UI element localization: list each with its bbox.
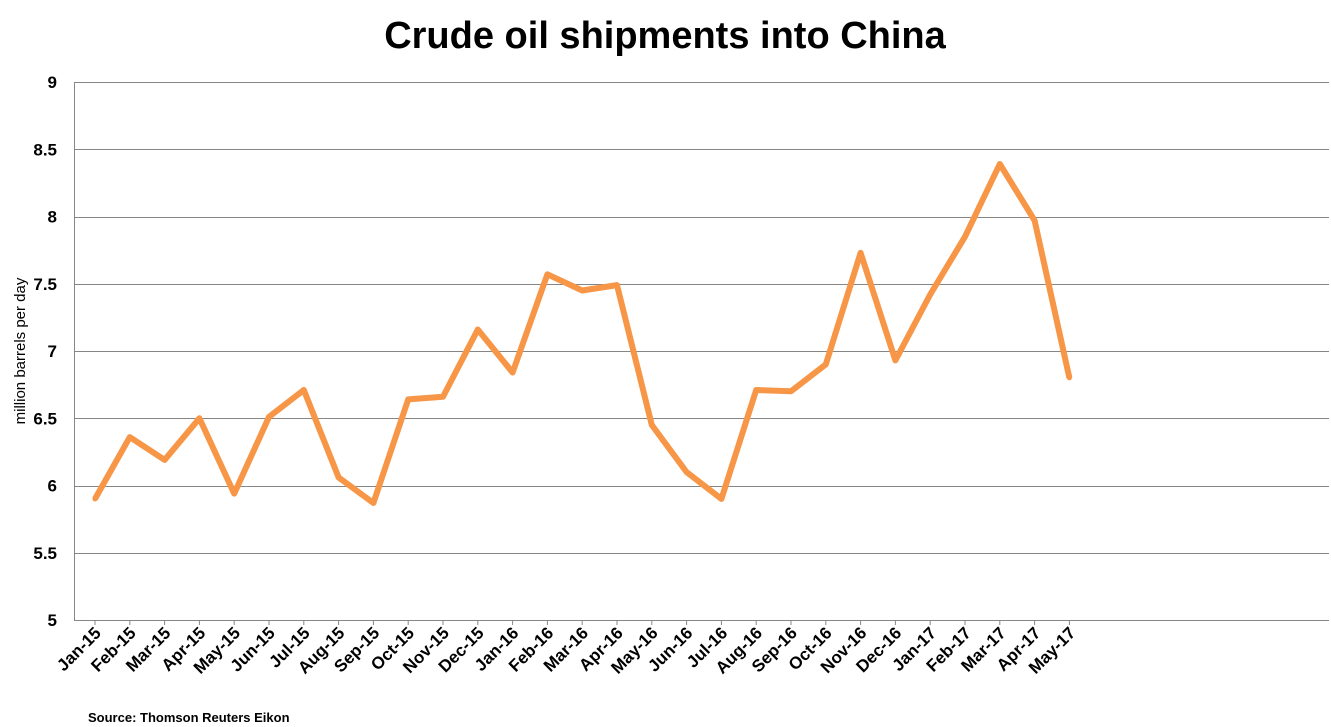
data-point	[196, 415, 202, 421]
source-note: Source: Thomson Reuters Eikon	[88, 710, 290, 725]
y-tick-label: 7.5	[33, 275, 57, 294]
data-point	[997, 161, 1003, 167]
y-tick-label: 8.5	[33, 140, 57, 159]
series-line	[92, 161, 1073, 506]
data-point	[718, 496, 724, 502]
data-point	[127, 434, 133, 440]
data-point	[1032, 218, 1038, 224]
data-point	[510, 370, 516, 376]
data-point	[266, 414, 272, 420]
data-point	[1066, 375, 1072, 381]
y-tick-label: 6.5	[33, 409, 57, 428]
y-tick-label: 7	[48, 342, 57, 361]
data-point	[892, 357, 898, 363]
series-layer	[92, 161, 1073, 506]
data-point	[614, 282, 620, 288]
data-point	[684, 469, 690, 475]
data-point	[370, 500, 376, 506]
axes	[74, 82, 1329, 625]
data-point	[92, 496, 98, 502]
data-point	[579, 287, 585, 293]
y-tick-label: 6	[48, 477, 57, 496]
data-point	[231, 491, 237, 497]
data-point	[649, 422, 655, 428]
data-point	[858, 250, 864, 256]
y-axis-label: million barrels per day	[12, 277, 29, 424]
y-tick-label: 5.5	[33, 544, 57, 563]
data-point	[162, 457, 168, 463]
data-point	[753, 387, 759, 393]
y-tick-label: 5	[48, 611, 57, 630]
data-point	[301, 387, 307, 393]
chart-title: Crude oil shipments into China	[384, 15, 946, 57]
data-point	[927, 292, 933, 298]
gridlines	[74, 82, 1329, 554]
data-point	[788, 388, 794, 394]
data-point	[440, 394, 446, 400]
y-tick-label: 9	[48, 73, 57, 92]
data-point	[823, 361, 829, 367]
data-point	[962, 234, 968, 240]
data-point	[544, 271, 550, 277]
data-point	[475, 326, 481, 332]
y-tick-labels: 5 5.5 6 6.5 7 7.5 8 8.5 9	[33, 73, 57, 630]
x-tick-labels: Jan-15Feb-15Mar-15Apr-15May-15Jun-15Jul-…	[53, 623, 1079, 677]
y-tick-label: 8	[48, 208, 57, 227]
data-point	[405, 396, 411, 402]
data-point	[336, 474, 342, 480]
